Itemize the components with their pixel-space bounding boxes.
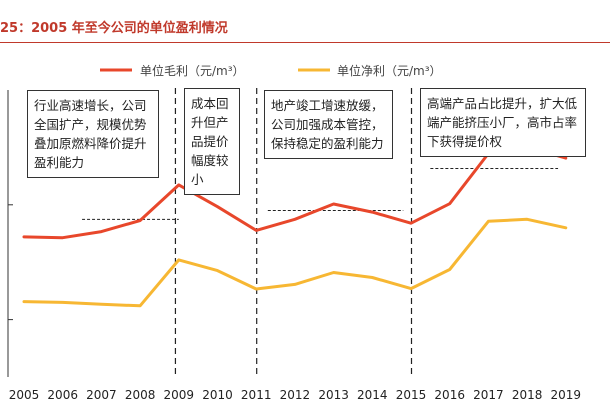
x-tick-label-2006: 2006 bbox=[47, 388, 78, 402]
x-tick-label-2009: 2009 bbox=[164, 388, 195, 402]
annotation-phase4: 高端产品占比提升，扩大低端产能挤压小厂，高市占率下获得提价权 bbox=[420, 88, 586, 157]
x-tick-label-2007: 2007 bbox=[86, 388, 117, 402]
x-tick-label-2013: 2013 bbox=[318, 388, 349, 402]
legend-label-1: 单位净利（元/m³） bbox=[337, 63, 442, 78]
x-tick-label-2005: 2005 bbox=[9, 388, 40, 402]
x-tick-label-2011: 2011 bbox=[241, 388, 272, 402]
chart-legend: 单位毛利（元/m³） 单位净利（元/m³） bbox=[100, 63, 442, 78]
x-tick-label-2017: 2017 bbox=[473, 388, 504, 402]
x-tick-label-2010: 2010 bbox=[202, 388, 233, 402]
phase-dividers bbox=[174, 88, 413, 377]
title-rule bbox=[0, 42, 610, 43]
x-tick-label-2014: 2014 bbox=[357, 388, 388, 402]
x-tick-label-2016: 2016 bbox=[434, 388, 465, 402]
annotation-phase3: 地产竣工增速放缓，公司加强成本管控，保持稳定的盈利能力 bbox=[264, 90, 393, 159]
chart-axes bbox=[7, 90, 13, 377]
page-title: 25：2005 年至今公司的单位盈利情况 bbox=[0, 21, 228, 36]
x-tick-labels: 2005 2006 2007 2008 2009 2010 2011 2012 2013 2014… bbox=[9, 388, 581, 402]
x-tick-label-2012: 2012 bbox=[280, 388, 311, 402]
legend-label-0: 单位毛利（元/m³） bbox=[140, 63, 245, 78]
annotation-phase1: 行业高速增长，公司全国扩产，规模优势叠加原燃料降价提升盈利能力 bbox=[27, 90, 159, 178]
x-tick-label-2008: 2008 bbox=[125, 388, 156, 402]
x-tick-label-2015: 2015 bbox=[396, 388, 427, 402]
x-tick-label-2019: 2019 bbox=[551, 388, 582, 402]
trend-lines bbox=[82, 167, 559, 220]
series-line-0 bbox=[22, 145, 568, 240]
series-line-1 bbox=[22, 217, 568, 308]
data-series bbox=[22, 145, 568, 308]
x-tick-label-2018: 2018 bbox=[512, 388, 543, 402]
annotation-phase2: 成本回升但产品提价幅度较小 bbox=[184, 88, 240, 195]
